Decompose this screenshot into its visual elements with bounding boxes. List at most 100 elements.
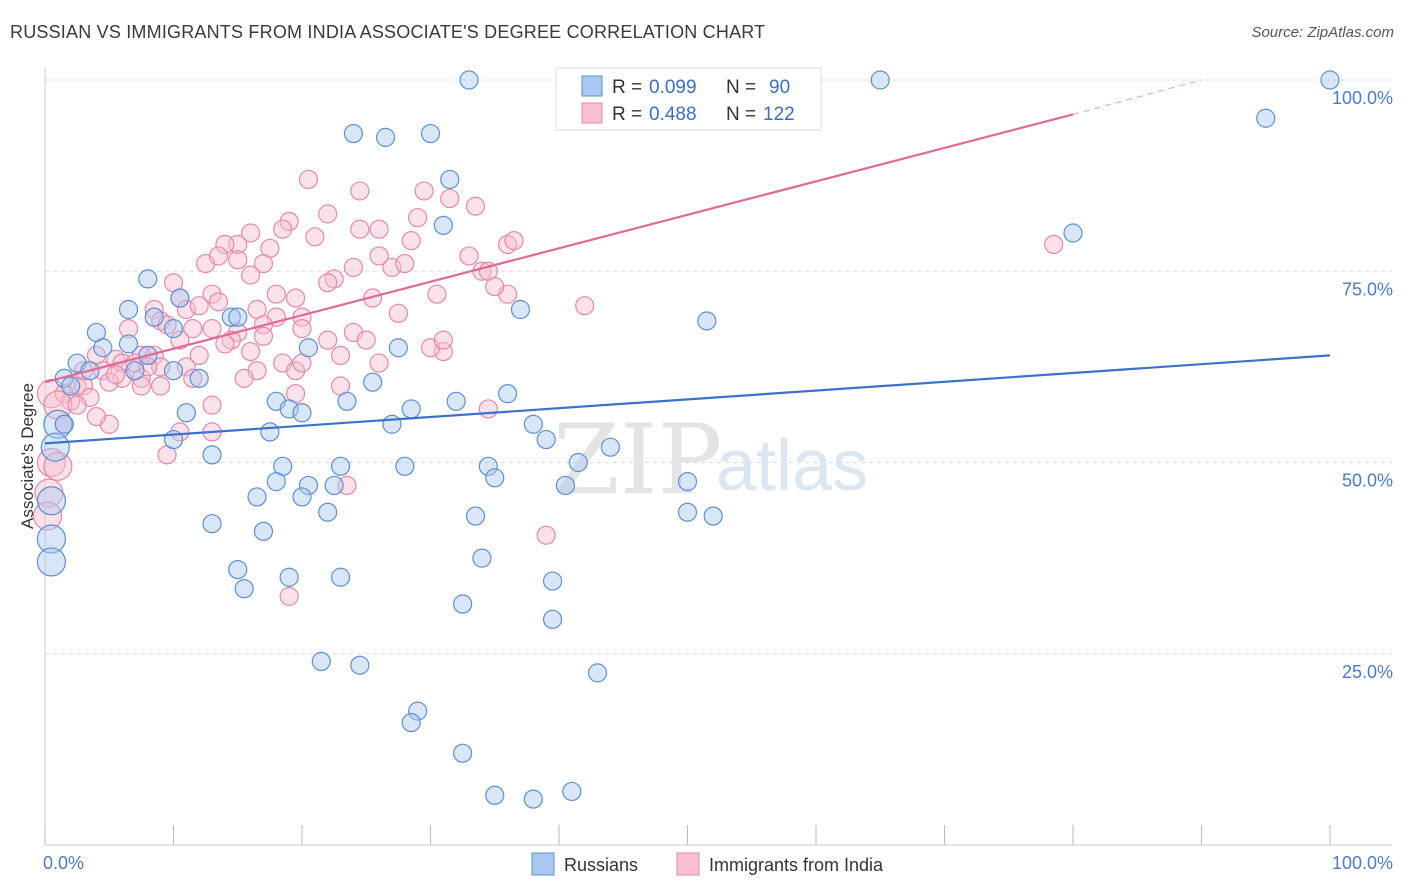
russians-point-14: [221, 307, 241, 327]
russians-point-3: [1256, 108, 1276, 128]
india-point-108: [485, 276, 505, 297]
russians-point-38: [292, 403, 312, 423]
india-point-96: [504, 231, 524, 251]
russians-point-74: [542, 609, 563, 629]
india-point-4: [465, 196, 486, 216]
india-point-7: [279, 211, 299, 232]
russians-point-65: [36, 524, 67, 554]
russians-point-64: [253, 521, 274, 541]
india-point-43: [118, 319, 139, 339]
russians-point-31: [363, 372, 383, 392]
india-point-64: [285, 361, 306, 381]
russians-point-22: [388, 338, 408, 358]
y-tick-labels: 25.0% 50.0% 75.0% 100.0%: [1332, 88, 1393, 682]
india-point-115: [106, 364, 126, 385]
india-point-1: [350, 181, 370, 201]
india-point-73: [151, 376, 171, 396]
russians-point-88: [446, 391, 466, 411]
legend-r-value-india: 0.488: [649, 104, 697, 125]
russians-point-44: [536, 429, 556, 450]
russians-point-80: [453, 743, 473, 763]
india-point-98: [363, 288, 383, 308]
russians-point-30: [189, 368, 209, 388]
india-point-105: [1044, 234, 1064, 255]
india-point-113: [253, 326, 274, 346]
russians-point-89: [498, 384, 518, 404]
watermark-zip: ZIP: [553, 404, 722, 516]
russians-point-81: [485, 785, 505, 805]
india-point-67: [183, 368, 203, 388]
legend-n-label-india: N =: [726, 104, 756, 125]
russians-point-87: [555, 475, 576, 496]
india-point-10: [369, 219, 389, 239]
india-point-31: [285, 288, 306, 308]
russians-point-61: [677, 502, 698, 522]
russians-point-9: [1063, 223, 1083, 243]
chart-title: RUSSIAN VS IMMIGRANTS FROM INDIA ASSOCIA…: [10, 22, 766, 42]
russians-point-59: [318, 502, 338, 522]
india-point-71: [99, 372, 119, 392]
y-tick-label-2: 75.0%: [1342, 279, 1393, 299]
russians-point-71: [542, 571, 563, 591]
bottom-legend-russians: Russians: [564, 855, 638, 875]
trend-line-india: [44, 113, 1074, 384]
russians-point-16: [510, 299, 531, 320]
russians-point-66: [36, 547, 67, 577]
india-point-102: [330, 345, 351, 365]
india-point-79: [202, 395, 222, 415]
india-point-106: [459, 246, 479, 266]
legend-swatch-russians: [581, 75, 603, 97]
india-point-55: [433, 341, 453, 362]
russians-point-69: [279, 567, 299, 587]
russians-point-72: [234, 579, 254, 599]
russians-point-8: [433, 215, 453, 235]
russians-point-45: [40, 432, 70, 462]
india-point-117: [189, 345, 209, 365]
russians-point-41: [54, 414, 74, 434]
x-tick-label-1: 100.0%: [1332, 853, 1393, 873]
russians-point-68: [228, 559, 248, 580]
russians-point-6: [420, 123, 441, 144]
russians-point-82: [523, 789, 543, 809]
russians-point-62: [703, 506, 723, 526]
india-point-5: [318, 204, 338, 224]
russians-point-27: [125, 361, 145, 381]
russians-point-75: [311, 651, 331, 672]
india-point-50: [356, 330, 376, 350]
india-point-93: [575, 296, 595, 316]
india-point-17: [369, 246, 389, 266]
india-point-6: [408, 208, 428, 228]
india-point-11: [241, 223, 261, 243]
legend-n-value-india: 122: [763, 104, 795, 125]
trend-line-india-extension: [1072, 79, 1202, 116]
y-tick-label-0: 25.0%: [1342, 662, 1393, 682]
india-point-107: [395, 254, 415, 274]
india-point-3: [440, 188, 460, 209]
india-point-24: [343, 257, 363, 278]
russians-point-48: [330, 456, 351, 476]
russians-point-77: [587, 663, 608, 683]
bottom-legend-swatch-india: [676, 852, 700, 876]
x-tick-labels: 0.0% 100.0%: [43, 853, 1393, 873]
india-point-47: [170, 330, 190, 350]
india-point-9: [350, 219, 370, 239]
series-russians-points: [36, 70, 1340, 809]
grid-lines: [45, 79, 1392, 655]
trend-lines: [44, 79, 1331, 445]
india-point-0: [298, 169, 319, 190]
russians-point-83: [562, 781, 582, 802]
russians-point-85: [600, 437, 621, 457]
russians-point-55: [677, 472, 698, 492]
russians-point-76: [350, 655, 370, 675]
russians-point-32: [61, 376, 81, 396]
russians-point-29: [54, 368, 74, 388]
india-point-109: [318, 273, 338, 293]
russians-point-1: [870, 70, 890, 90]
india-point-119: [86, 407, 107, 427]
bottom-legend-swatch-russians: [531, 852, 555, 876]
chart-source: Source: ZipAtlas.com: [1251, 24, 1394, 41]
russians-point-56: [247, 487, 267, 507]
legend-r-label-russians: R =: [612, 77, 642, 98]
legend-r-label-india: R =: [612, 104, 642, 125]
series-india-points: [32, 169, 1064, 606]
